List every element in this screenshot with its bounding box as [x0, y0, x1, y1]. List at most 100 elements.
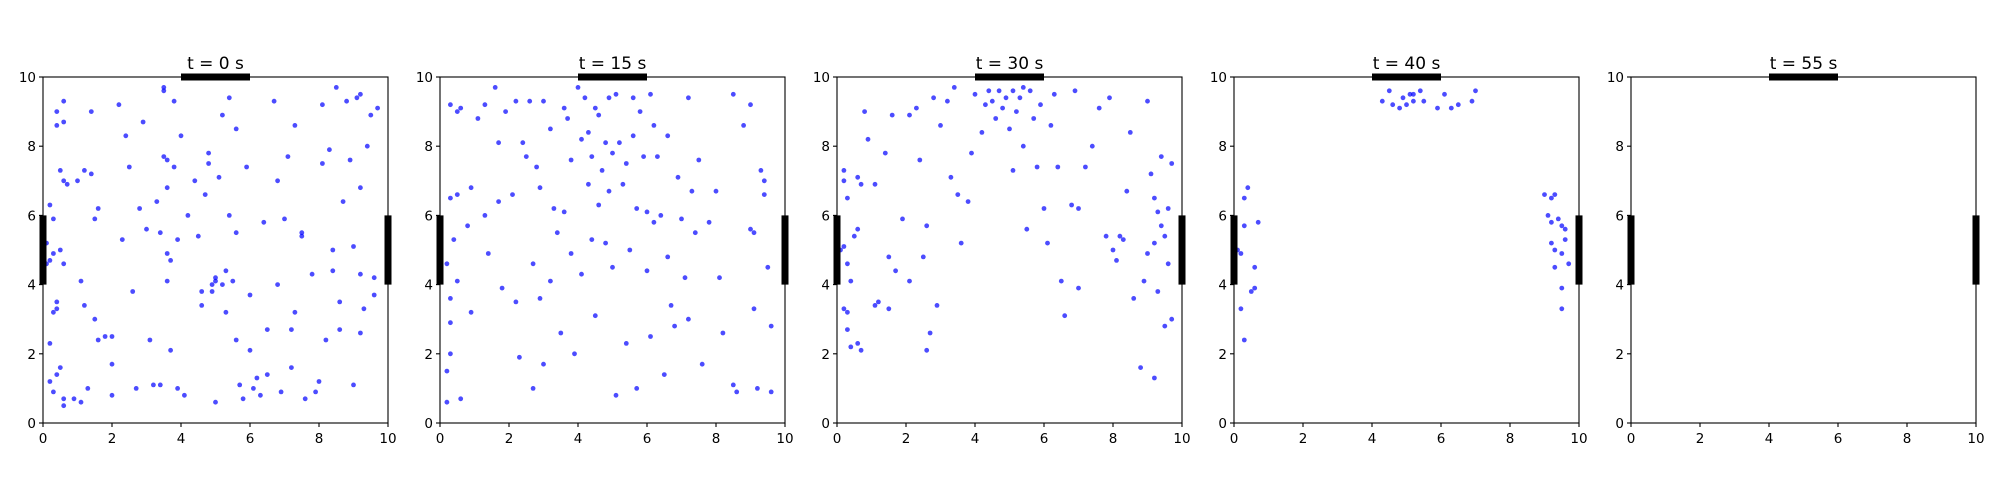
- data-point: [1051, 91, 1057, 97]
- data-point: [47, 341, 53, 346]
- data-point: [358, 185, 363, 191]
- data-point: [154, 199, 160, 205]
- data-point: [623, 161, 629, 166]
- data-point: [610, 264, 615, 270]
- axes-frame: [42, 76, 389, 424]
- data-point: [1555, 216, 1561, 222]
- data-point: [1552, 192, 1558, 198]
- data-point: [371, 275, 377, 281]
- data-point: [54, 299, 60, 305]
- y-tick-label: 6: [821, 208, 830, 224]
- data-point: [1165, 206, 1171, 211]
- data-point: [931, 95, 936, 101]
- data-point: [983, 102, 988, 108]
- data-point: [147, 337, 153, 343]
- data-point: [1162, 233, 1168, 239]
- y-tick-label: 8: [27, 139, 36, 155]
- data-point: [485, 251, 491, 256]
- data-point: [1038, 102, 1043, 108]
- data-point: [161, 85, 167, 90]
- data-point: [996, 88, 1002, 94]
- x-tick-label: 0: [1230, 431, 1239, 447]
- data-point: [171, 98, 177, 104]
- data-point: [537, 185, 543, 191]
- data-point: [282, 216, 287, 222]
- data-point: [530, 386, 536, 391]
- data-point: [448, 102, 453, 108]
- data-point: [371, 292, 377, 298]
- exit-left: [1627, 215, 1635, 285]
- data-point: [858, 181, 864, 187]
- data-point: [1031, 116, 1037, 121]
- data-point: [88, 109, 94, 114]
- data-point: [665, 254, 671, 260]
- data-point: [561, 105, 567, 111]
- data-point: [1107, 95, 1112, 101]
- data-point: [568, 157, 574, 163]
- data-point: [648, 334, 653, 339]
- data-point: [1058, 278, 1064, 284]
- exit-right: [781, 215, 789, 285]
- data-point: [358, 271, 363, 277]
- data-point: [1096, 105, 1102, 111]
- data-point: [758, 168, 764, 173]
- data-point: [1241, 337, 1247, 343]
- x-tick-label: 4: [971, 431, 980, 447]
- data-point: [620, 181, 626, 187]
- axes-frame: [439, 76, 786, 424]
- y-tick-label: 4: [1615, 278, 1624, 294]
- data-point: [468, 185, 474, 191]
- data-point: [872, 303, 878, 308]
- data-point: [458, 396, 464, 402]
- data-point: [454, 109, 460, 114]
- x-tick-label: 10: [776, 431, 793, 447]
- data-point: [316, 379, 322, 384]
- data-point: [955, 192, 961, 198]
- y-tick-label: 6: [424, 208, 433, 224]
- data-point: [1089, 143, 1095, 149]
- data-point: [1083, 164, 1088, 170]
- data-point: [665, 133, 671, 139]
- data-point: [1114, 258, 1119, 263]
- data-point: [299, 230, 305, 236]
- panel-title: t = 40 s: [1373, 54, 1441, 74]
- data-point: [1120, 237, 1126, 243]
- data-point: [448, 195, 453, 201]
- data-point: [1145, 251, 1150, 256]
- data-point: [972, 91, 978, 97]
- data-point: [872, 181, 878, 187]
- data-point: [534, 164, 539, 170]
- exit-top: [1769, 73, 1838, 81]
- data-point: [876, 299, 881, 305]
- data-point: [914, 105, 919, 111]
- data-point: [696, 157, 702, 163]
- data-point: [648, 91, 653, 97]
- data-point: [358, 91, 363, 97]
- data-point: [206, 161, 212, 166]
- exit-top: [578, 73, 647, 81]
- data-point: [164, 185, 170, 191]
- data-point: [285, 154, 291, 160]
- data-point: [572, 351, 577, 357]
- data-point: [886, 306, 892, 312]
- data-point: [178, 133, 184, 139]
- data-point: [945, 98, 950, 104]
- data-point: [606, 188, 612, 194]
- data-point: [54, 123, 60, 128]
- data-point: [1252, 285, 1258, 291]
- y-tick-label: 8: [1615, 139, 1624, 155]
- data-point: [1241, 195, 1247, 201]
- data-point: [199, 289, 205, 294]
- data-point: [95, 337, 101, 343]
- data-point: [144, 226, 149, 232]
- data-point: [1007, 126, 1012, 132]
- data-point: [185, 213, 191, 218]
- data-point: [233, 337, 239, 343]
- data-point: [613, 91, 619, 97]
- data-point: [454, 278, 460, 284]
- data-point: [1397, 105, 1402, 111]
- data-point: [841, 306, 847, 312]
- x-tick-label: 2: [505, 431, 514, 447]
- data-point: [1024, 226, 1030, 232]
